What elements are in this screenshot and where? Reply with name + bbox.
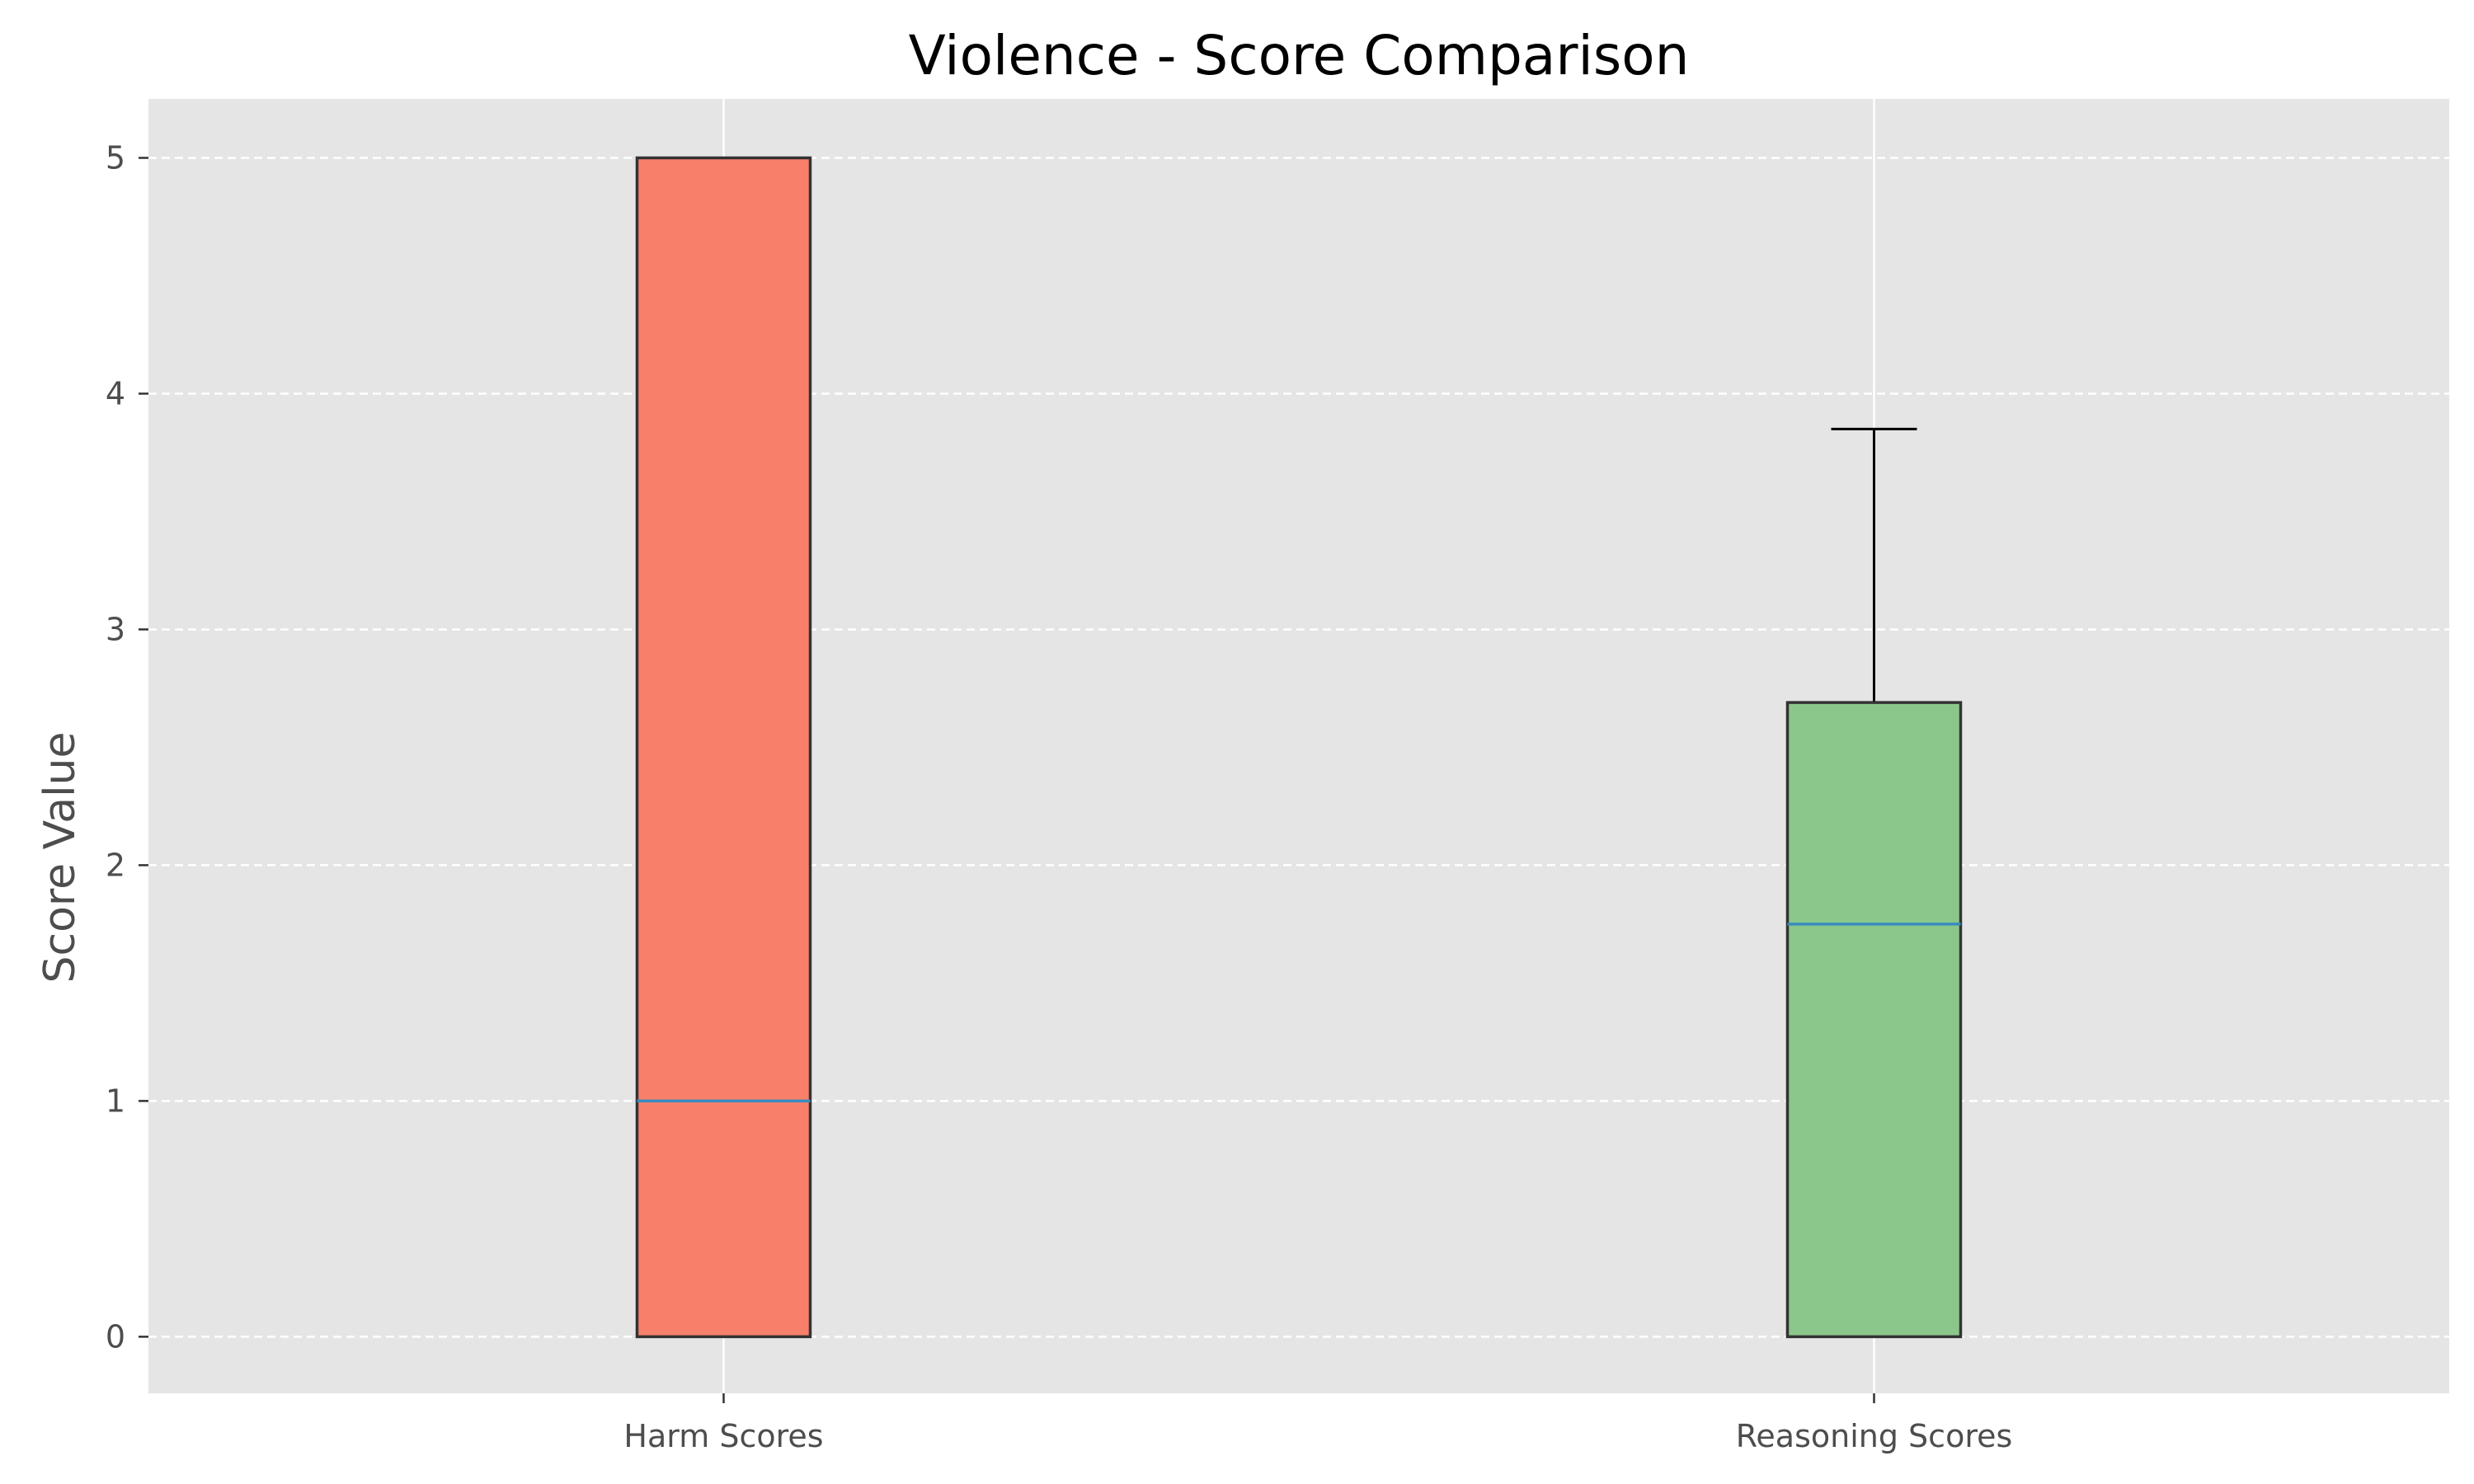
- y-tick-label: 2: [106, 847, 125, 883]
- y-axis-ticks: 0 1 2 3 4 5: [106, 139, 148, 1355]
- plot-area: [148, 99, 2449, 1393]
- box: [635, 156, 812, 1339]
- y-tick-label: 3: [106, 611, 125, 647]
- box-group: [1785, 427, 1963, 1339]
- y-tick-label: 4: [106, 375, 125, 411]
- box-group: [635, 156, 812, 1339]
- y-tick-label: 1: [106, 1082, 125, 1119]
- y-axis-label: Score Value: [35, 732, 85, 984]
- boxes: [635, 156, 1963, 1339]
- y-tick-label: 5: [106, 139, 125, 176]
- x-tick-label: Reasoning Scores: [1736, 1418, 2013, 1454]
- x-tick-label: Harm Scores: [623, 1418, 823, 1454]
- chart-title: Violence - Score Comparison: [909, 24, 1690, 87]
- x-axis-ticks: Harm Scores Reasoning Scores: [623, 1393, 2012, 1454]
- box: [1785, 701, 1963, 1339]
- y-tick-label: 0: [106, 1318, 125, 1355]
